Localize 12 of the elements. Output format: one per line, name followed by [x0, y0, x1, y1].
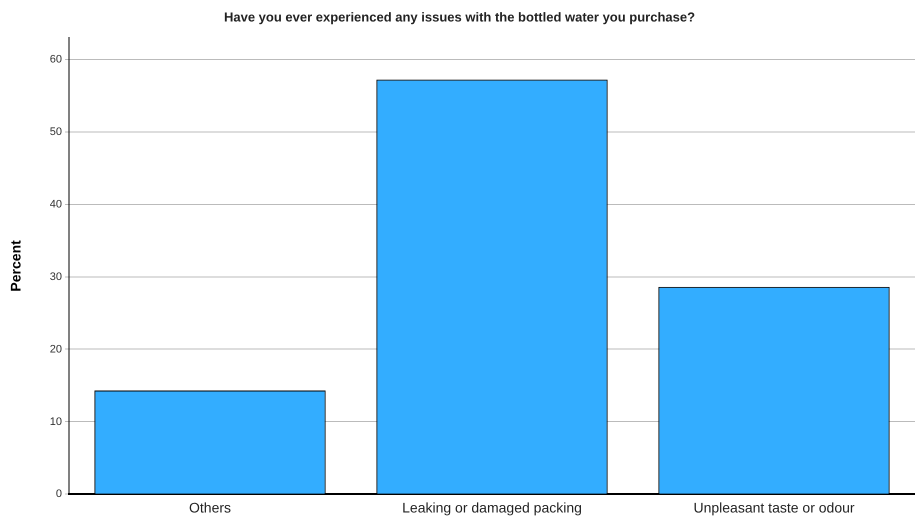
y-tick-label: 30: [50, 270, 62, 283]
y-tick-label: 0: [56, 488, 62, 500]
y-tick-label: 60: [50, 53, 62, 66]
y-axis-title: Percent: [7, 240, 24, 292]
y-tick-label: 50: [50, 126, 62, 138]
x-tick-label: Leaking or damaged packing: [402, 499, 582, 516]
y-tick-label: 40: [50, 198, 62, 210]
x-tick-label: Unpleasant taste or odour: [693, 499, 855, 516]
y-tick-label: 10: [50, 416, 62, 428]
chart-title: Have you ever experienced any issues with the bottled water you purchase?: [224, 9, 696, 24]
x-tick-label: Others: [189, 499, 232, 516]
y-tick-label: 20: [50, 343, 62, 356]
